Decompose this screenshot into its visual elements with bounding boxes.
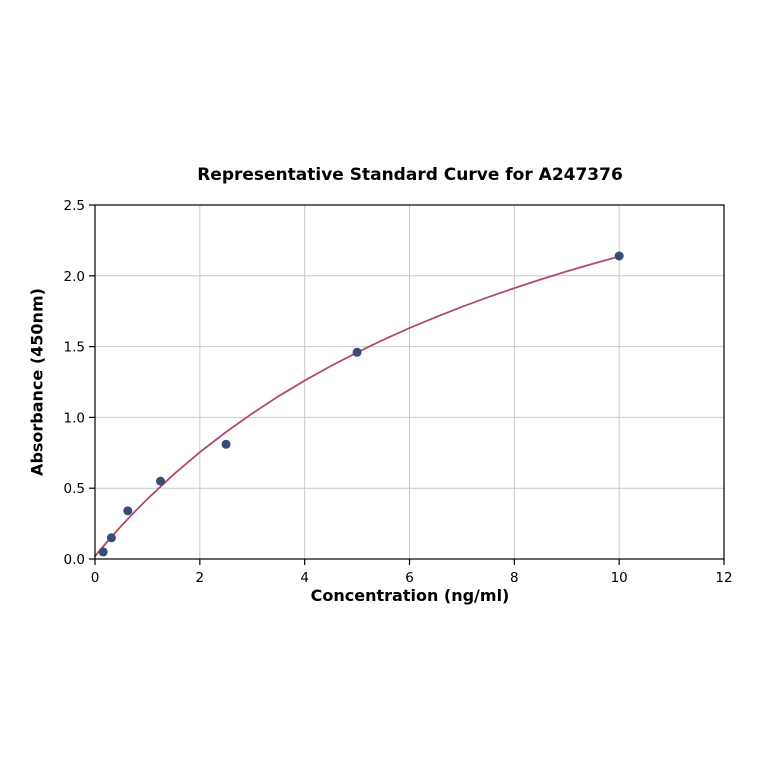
x-tick-label: 10 bbox=[611, 570, 628, 586]
y-tick-label: 0.0 bbox=[64, 552, 85, 568]
data-point bbox=[106, 533, 116, 543]
data-point bbox=[98, 547, 108, 557]
x-tick-label: 4 bbox=[300, 570, 309, 586]
y-tick-label: 1.5 bbox=[64, 340, 85, 356]
x-axis-label: Concentration (ng/ml) bbox=[310, 586, 510, 605]
data-point bbox=[156, 476, 166, 486]
x-tick-label: 0 bbox=[91, 570, 100, 586]
data-point bbox=[352, 347, 362, 357]
x-tick-label: 8 bbox=[510, 570, 519, 586]
y-tick-label: 2.5 bbox=[64, 198, 85, 214]
fit-curve bbox=[94, 255, 621, 558]
x-tick-label: 12 bbox=[715, 570, 732, 586]
y-tick-label: 2.0 bbox=[64, 269, 85, 285]
x-tick-label: 2 bbox=[196, 570, 205, 586]
chart-title: Representative Standard Curve for A24737… bbox=[197, 165, 623, 185]
y-tick-label: 0.5 bbox=[64, 481, 85, 497]
data-point bbox=[123, 506, 133, 516]
x-tick-label: 6 bbox=[405, 570, 414, 586]
y-tick-label: 1.0 bbox=[64, 410, 85, 426]
data-point bbox=[614, 251, 624, 261]
data-point bbox=[221, 439, 231, 449]
